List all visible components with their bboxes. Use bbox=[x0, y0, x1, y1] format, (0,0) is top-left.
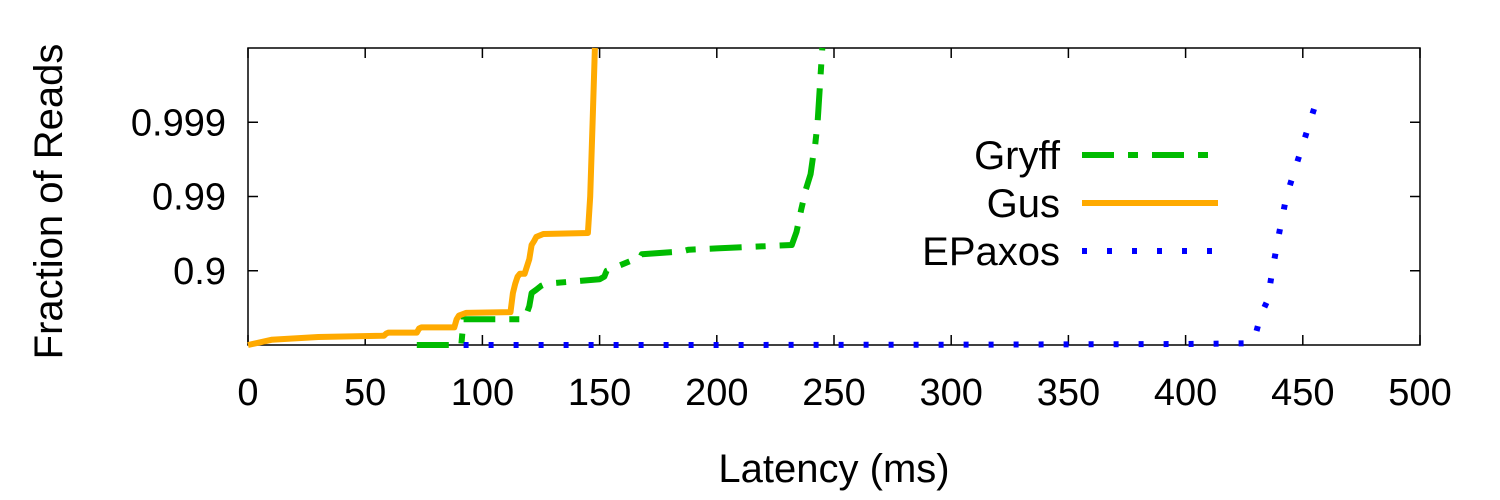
legend-label-gus: Gus bbox=[987, 182, 1060, 226]
x-tick-label: 50 bbox=[344, 372, 386, 414]
plot-area-frame bbox=[247, 47, 1421, 346]
y-axis: 0.9 0.99 0.999 bbox=[131, 102, 1420, 293]
series-line-gryff bbox=[416, 47, 826, 348]
x-tick-label: 150 bbox=[568, 372, 631, 414]
y-axis-title: Fraction of Reads bbox=[27, 44, 71, 360]
y-tick-label: 0.999 bbox=[131, 102, 226, 144]
x-tick-label: 400 bbox=[1154, 372, 1217, 414]
series-line-gus bbox=[247, 47, 598, 348]
x-tick-label: 450 bbox=[1271, 372, 1334, 414]
x-tick-label: 350 bbox=[1037, 372, 1100, 414]
series-lines bbox=[247, 47, 1320, 348]
x-tick-label: 500 bbox=[1388, 372, 1451, 414]
y-tick-label: 0.99 bbox=[152, 177, 226, 219]
legend-label-gryff: Gryff bbox=[974, 134, 1061, 178]
x-tick-label: 0 bbox=[237, 372, 258, 414]
legend-label-epaxos: EPaxos bbox=[922, 230, 1060, 274]
x-tick-label: 300 bbox=[919, 372, 982, 414]
x-tick-label: 250 bbox=[802, 372, 865, 414]
x-tick-label: 200 bbox=[685, 372, 748, 414]
x-axis-title: Latency (ms) bbox=[718, 447, 949, 491]
y-tick-label: 0.9 bbox=[173, 251, 226, 293]
x-tick-label: 100 bbox=[451, 372, 514, 414]
x-axis: 0 50 100 150 200 250 300 350 400 450 500 bbox=[237, 48, 1452, 414]
